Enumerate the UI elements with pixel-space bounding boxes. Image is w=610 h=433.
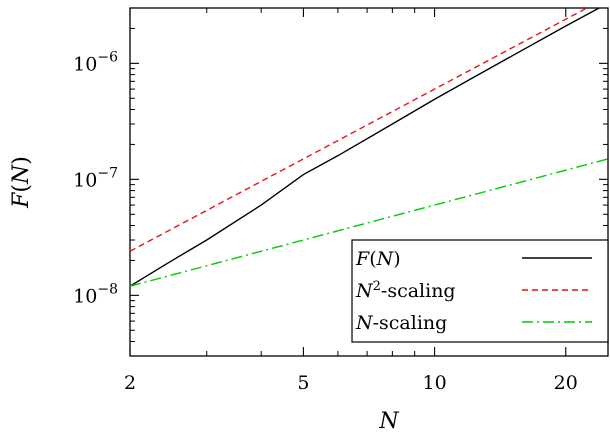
y-tick-label: 10−8 [73, 281, 118, 307]
legend-box [351, 239, 609, 343]
x-axis-title: N [378, 409, 399, 433]
series-line-2 [130, 158, 609, 287]
axis-tick-labels: 2 5 10 20 10−8 10−7 10−6 [73, 49, 578, 394]
series-line-0 [130, 8, 601, 287]
x-tick-label: 5 [297, 372, 309, 394]
series-lines [130, 8, 609, 287]
plot-frame [129, 7, 609, 357]
x-tick-label: 2 [124, 372, 136, 394]
x-tick-label: 10 [422, 372, 446, 394]
y-axis-title: F(N) [9, 156, 34, 209]
y-tick-label: 10−6 [73, 49, 118, 75]
x-tick-label: 20 [554, 372, 578, 394]
legend-label-2: N-scaling [355, 312, 447, 334]
legend-label-1: N2-scaling [355, 279, 456, 303]
y-tick-label: 10−7 [73, 165, 118, 191]
legend-label-0: F(N) [355, 248, 401, 270]
series-line-1 [130, 8, 589, 252]
legend: F(N) N2-scaling N-scaling [351, 239, 609, 343]
